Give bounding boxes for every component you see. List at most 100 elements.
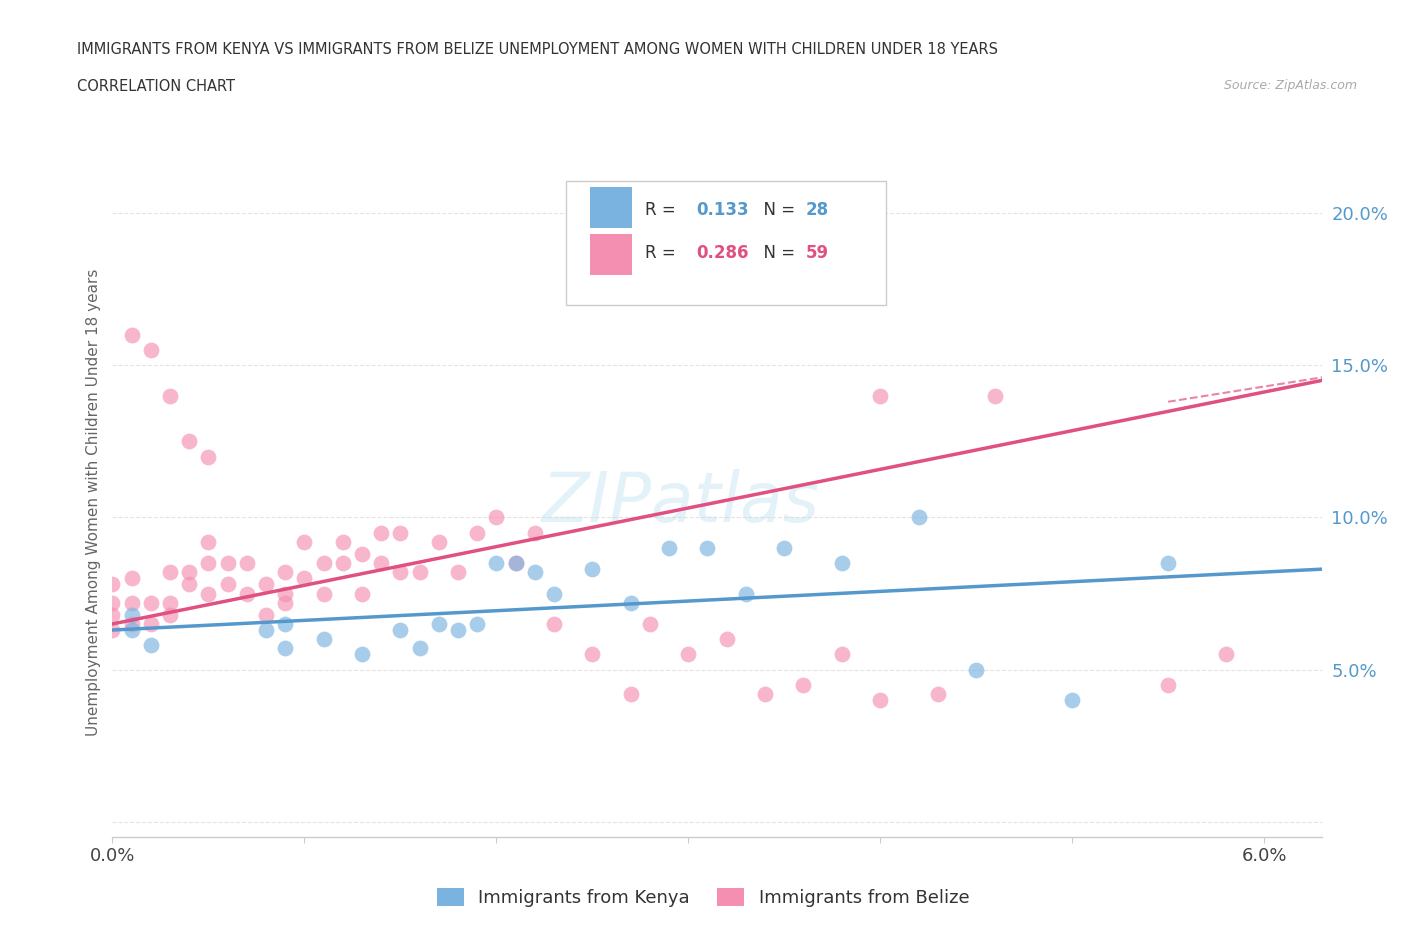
Point xyxy=(485,555,508,570)
Point xyxy=(696,540,718,555)
Point xyxy=(254,577,277,591)
Text: N =: N = xyxy=(754,201,800,219)
Point xyxy=(543,617,565,631)
Point xyxy=(101,607,124,622)
Point xyxy=(121,327,143,342)
Point xyxy=(1157,555,1180,570)
Point xyxy=(965,662,987,677)
Point xyxy=(716,631,738,646)
Point xyxy=(869,693,891,708)
Point xyxy=(427,617,450,631)
Text: 0.286: 0.286 xyxy=(696,245,749,262)
Point xyxy=(389,565,412,579)
Point xyxy=(294,535,316,550)
Text: R =: R = xyxy=(644,245,681,262)
Point xyxy=(179,434,201,449)
Point xyxy=(121,617,143,631)
Point xyxy=(274,641,297,656)
Text: R =: R = xyxy=(644,201,681,219)
Point xyxy=(332,555,354,570)
Point xyxy=(350,547,373,562)
Point xyxy=(197,535,219,550)
Point xyxy=(754,686,776,701)
Text: Source: ZipAtlas.com: Source: ZipAtlas.com xyxy=(1223,79,1357,92)
Point xyxy=(197,449,219,464)
Legend: Immigrants from Kenya, Immigrants from Belize: Immigrants from Kenya, Immigrants from B… xyxy=(427,879,979,916)
Point xyxy=(1062,693,1084,708)
Point xyxy=(101,622,124,637)
Point xyxy=(294,571,316,586)
Point xyxy=(217,555,239,570)
Point xyxy=(121,571,143,586)
Point xyxy=(543,586,565,601)
Point xyxy=(274,617,297,631)
Point xyxy=(869,388,891,403)
Point xyxy=(831,555,853,570)
Point xyxy=(389,622,412,637)
Point xyxy=(254,622,277,637)
Point xyxy=(101,577,124,591)
Point xyxy=(197,555,219,570)
Point xyxy=(159,607,181,622)
FancyBboxPatch shape xyxy=(591,188,633,228)
Point xyxy=(505,555,527,570)
Point xyxy=(236,555,259,570)
Point xyxy=(389,525,412,540)
Point xyxy=(312,631,335,646)
Point xyxy=(121,595,143,610)
Point xyxy=(139,342,162,357)
Point xyxy=(408,641,430,656)
Point xyxy=(159,565,181,579)
Y-axis label: Unemployment Among Women with Children Under 18 years: Unemployment Among Women with Children U… xyxy=(86,269,101,736)
Point xyxy=(1157,677,1180,692)
Point xyxy=(350,586,373,601)
Point xyxy=(1215,647,1237,662)
Text: 0.133: 0.133 xyxy=(696,201,749,219)
Point xyxy=(179,565,201,579)
Text: IMMIGRANTS FROM KENYA VS IMMIGRANTS FROM BELIZE UNEMPLOYMENT AMONG WOMEN WITH CH: IMMIGRANTS FROM KENYA VS IMMIGRANTS FROM… xyxy=(77,42,998,57)
Point xyxy=(312,586,335,601)
Point xyxy=(447,622,470,637)
Point xyxy=(332,535,354,550)
Point xyxy=(620,686,643,701)
Text: N =: N = xyxy=(754,245,800,262)
Point xyxy=(907,510,929,525)
Point xyxy=(927,686,949,701)
Point xyxy=(274,595,297,610)
Point xyxy=(139,638,162,653)
Point xyxy=(370,555,392,570)
Point xyxy=(427,535,450,550)
FancyBboxPatch shape xyxy=(591,234,633,274)
Point xyxy=(638,617,661,631)
Text: 59: 59 xyxy=(806,245,828,262)
Point xyxy=(581,647,603,662)
Point xyxy=(773,540,796,555)
Point xyxy=(236,586,259,601)
Point xyxy=(159,388,181,403)
Text: CORRELATION CHART: CORRELATION CHART xyxy=(77,79,235,94)
Point xyxy=(274,586,297,601)
Point xyxy=(408,565,430,579)
Point xyxy=(197,586,219,601)
Point xyxy=(121,622,143,637)
Point xyxy=(139,595,162,610)
Text: 28: 28 xyxy=(806,201,828,219)
Point xyxy=(678,647,700,662)
Point xyxy=(274,565,297,579)
Point xyxy=(523,565,546,579)
Point xyxy=(179,577,201,591)
Point xyxy=(159,595,181,610)
Text: ZIPatlas: ZIPatlas xyxy=(541,469,820,536)
Point xyxy=(831,647,853,662)
Point xyxy=(523,525,546,540)
Point xyxy=(139,617,162,631)
Point xyxy=(254,607,277,622)
Point xyxy=(101,595,124,610)
Point xyxy=(312,555,335,570)
Point xyxy=(350,647,373,662)
Point xyxy=(370,525,392,540)
Point xyxy=(465,617,488,631)
Point xyxy=(734,586,756,601)
Point xyxy=(620,595,643,610)
Point xyxy=(581,562,603,577)
